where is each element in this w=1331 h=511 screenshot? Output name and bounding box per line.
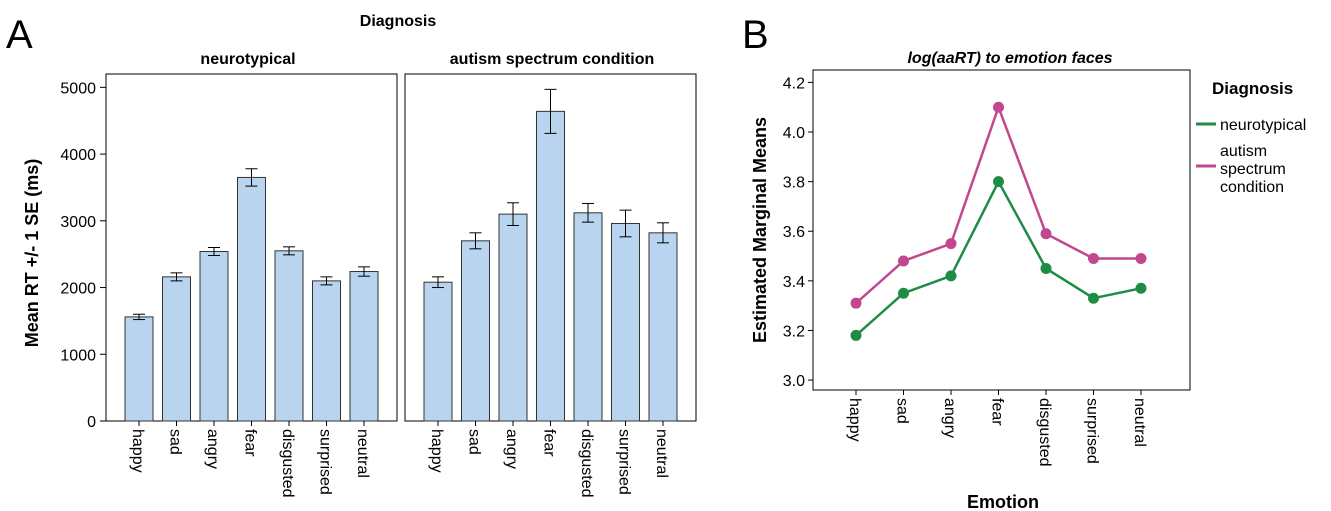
x-tick-label: disgusted: [1036, 398, 1053, 467]
x-tick-label: surprised: [317, 429, 334, 495]
bar: [124, 316, 154, 422]
panel-b-letter: B: [742, 13, 769, 57]
data-point: [1088, 253, 1099, 265]
panel-a-letter: A: [6, 13, 33, 57]
x-tick-label: angry: [941, 398, 958, 438]
y-tick-label: 3000: [60, 214, 96, 231]
bar: [312, 280, 341, 422]
legend-label-autism-line3: condition: [1220, 179, 1284, 196]
x-tick-label: fear: [242, 429, 259, 457]
bar: [349, 271, 379, 422]
bar: [274, 250, 304, 422]
bar: [199, 251, 229, 422]
bar: [162, 276, 191, 422]
y-tick-label: 3.4: [783, 274, 805, 291]
panel-b-x-axis-label: Emotion: [967, 492, 1039, 511]
x-tick-label: angry: [503, 429, 520, 469]
plot-frame: [812, 69, 1191, 391]
facet-title-autism: autism spectrum condition: [450, 51, 654, 68]
data-point: [898, 255, 909, 267]
panel-a-plot: 0 1000 2000 3000 4000 5000 happy sad angry fear di…: [60, 73, 697, 498]
x-tick-label: sad: [894, 398, 911, 424]
y-tick-label: 4.0: [783, 125, 805, 142]
y-tick-label: 3.6: [783, 224, 805, 241]
y-tick-label: 0: [87, 414, 96, 431]
x-tick-label: angry: [204, 429, 221, 469]
legend-label-autism-line1: autism: [1220, 143, 1267, 160]
bar: [423, 281, 453, 422]
x-tick-label: disgusted: [578, 429, 595, 498]
y-tick-label: 3.8: [783, 175, 805, 192]
data-point: [1088, 292, 1099, 304]
x-tick-label: fear: [989, 398, 1006, 426]
y-tick-label: 4000: [60, 147, 96, 164]
x-tick-label: sad: [466, 429, 483, 455]
legend-label-neurotypical: neurotypical: [1220, 117, 1306, 134]
x-tick-label: happy: [129, 429, 146, 473]
data-point: [1040, 262, 1052, 274]
data-point: [993, 101, 1004, 113]
x-tick-label: disgusted: [279, 429, 296, 498]
x-tick-label: neutral: [1131, 398, 1148, 447]
panel-a-group-title: Diagnosis: [360, 13, 437, 30]
x-tick-label: happy: [846, 398, 863, 442]
data-point: [945, 270, 957, 282]
y-tick-label: 4.2: [783, 75, 805, 92]
panel-b-title: log(aaRT) to emotion faces: [907, 50, 1112, 67]
legend-title: Diagnosis: [1212, 79, 1293, 98]
panel-b-plot: 3.0 3.2 3.4 3.6 3.8 4.0 4.2 happy sad angry fear di…: [783, 69, 1191, 467]
bar: [498, 213, 528, 422]
x-tick-label: sad: [167, 429, 184, 455]
x-tick-label: fear: [541, 429, 558, 457]
legend-label-autism-line2: spectrum: [1220, 161, 1286, 178]
bar: [536, 110, 565, 422]
panel-b-y-axis-label: Estimated Marginal Means: [750, 117, 770, 343]
data-point: [1135, 282, 1147, 294]
bar: [461, 240, 490, 422]
bar: [611, 222, 640, 422]
bar: [648, 232, 678, 422]
data-point: [1040, 228, 1052, 240]
data-point: [993, 176, 1004, 188]
data-point: [945, 238, 957, 250]
data-point: [1135, 253, 1147, 265]
y-tick-label: 3.2: [783, 323, 805, 340]
data-point: [850, 297, 862, 309]
bar: [237, 176, 266, 422]
x-tick-label: happy: [428, 429, 445, 473]
facet-title-neurotypical: neurotypical: [200, 51, 295, 68]
panel-a-y-axis-label: Mean RT +/- 1 SE (ms): [22, 159, 42, 348]
x-tick-label: surprised: [616, 429, 633, 495]
x-tick-label: surprised: [1084, 398, 1101, 464]
y-tick-label: 1000: [60, 347, 96, 364]
x-tick-label: neutral: [653, 429, 670, 478]
y-tick-label: 5000: [60, 80, 96, 97]
series-line-autism: [855, 103, 1141, 305]
y-tick-label: 3.0: [783, 373, 805, 390]
y-tick-label: 2000: [60, 281, 96, 298]
x-tick-label: neutral: [354, 429, 371, 478]
data-point: [898, 287, 909, 299]
data-point: [850, 329, 862, 341]
bar: [573, 212, 603, 422]
